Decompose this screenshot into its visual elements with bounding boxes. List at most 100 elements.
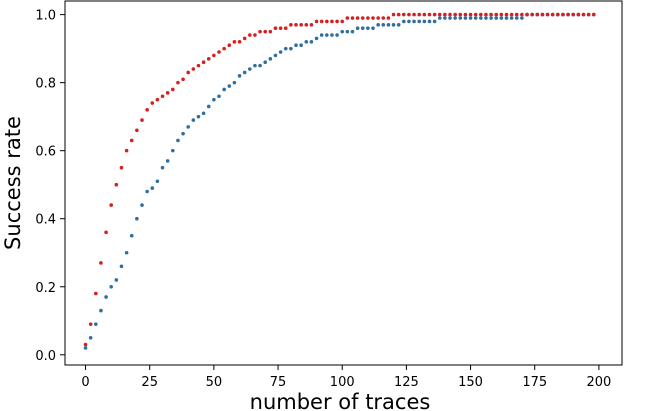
data-point <box>386 23 391 27</box>
data-point <box>340 19 345 24</box>
y-tick-label: 0.6 <box>35 145 56 160</box>
data-point <box>350 29 355 34</box>
data-point <box>309 23 314 27</box>
data-point <box>114 182 119 187</box>
data-point <box>145 189 149 194</box>
data-point <box>155 179 160 184</box>
data-point <box>124 250 129 255</box>
data-point <box>381 23 386 27</box>
data-point <box>171 87 175 92</box>
data-point <box>278 50 283 54</box>
data-point <box>196 114 201 119</box>
data-point <box>258 29 262 34</box>
series-2 <box>83 12 596 347</box>
data-point <box>119 165 124 170</box>
x-tick-label: 0 <box>81 375 89 390</box>
data-point <box>463 12 468 17</box>
data-point <box>176 80 180 85</box>
data-point <box>114 278 119 282</box>
data-point <box>484 12 488 17</box>
data-point <box>581 12 586 17</box>
data-point <box>345 29 350 34</box>
data-point <box>99 261 103 265</box>
data-point <box>437 12 442 17</box>
data-point <box>109 284 114 289</box>
data-point <box>150 101 155 105</box>
data-point <box>427 19 432 24</box>
data-point <box>540 12 545 17</box>
data-point <box>335 19 339 24</box>
data-point <box>99 308 103 313</box>
data-point <box>432 19 437 24</box>
data-point <box>299 23 303 27</box>
data-point <box>319 33 324 37</box>
data-point <box>396 12 401 17</box>
data-point <box>278 26 283 31</box>
data-point <box>104 295 108 299</box>
data-point <box>422 12 427 17</box>
data-point <box>448 12 452 17</box>
data-point <box>94 291 98 296</box>
data-point <box>473 16 478 20</box>
data-point <box>227 43 232 48</box>
data-point <box>104 230 108 235</box>
x-tick-label: 200 <box>586 375 611 390</box>
data-point <box>509 12 514 17</box>
data-point <box>422 19 427 24</box>
data-point <box>479 16 483 20</box>
data-point <box>119 264 124 269</box>
data-point <box>222 87 226 92</box>
data-point <box>212 97 216 102</box>
data-point <box>432 12 437 17</box>
data-point <box>206 104 211 109</box>
data-point <box>135 128 139 133</box>
data-point <box>294 23 298 27</box>
data-point <box>417 19 422 24</box>
data-point <box>499 12 504 17</box>
data-point <box>283 26 288 31</box>
data-point <box>242 70 247 75</box>
data-point <box>437 16 442 20</box>
data-point <box>191 118 196 122</box>
data-point <box>268 29 273 34</box>
x-tick-label: 75 <box>270 375 287 390</box>
data-point <box>191 67 196 71</box>
data-point <box>376 23 380 27</box>
data-point <box>304 40 309 44</box>
y-tick-label: 1.0 <box>35 9 56 24</box>
data-point <box>566 12 570 17</box>
data-point <box>458 12 463 17</box>
x-tick-label: 175 <box>522 375 547 390</box>
data-point <box>381 16 386 20</box>
data-point <box>468 16 473 20</box>
data-point <box>417 12 422 17</box>
data-point <box>376 16 380 20</box>
data-point <box>165 159 170 163</box>
data-point <box>355 26 360 31</box>
data-point <box>253 63 257 68</box>
y-tick-label: 0.2 <box>35 281 56 296</box>
data-point <box>463 16 468 20</box>
data-point <box>468 12 473 17</box>
data-point <box>504 16 509 20</box>
data-point <box>201 60 206 65</box>
data-point <box>489 16 493 20</box>
data-point <box>550 12 555 17</box>
data-point <box>289 46 293 51</box>
data-point <box>520 16 524 20</box>
data-point <box>391 23 396 27</box>
data-point <box>576 12 581 17</box>
data-point <box>289 23 293 27</box>
data-point <box>201 111 206 116</box>
data-point <box>273 26 278 31</box>
data-point <box>145 108 149 112</box>
data-point <box>129 233 134 238</box>
data-point <box>514 12 519 17</box>
data-point <box>509 16 514 20</box>
data-point <box>484 16 488 20</box>
data-point <box>222 46 226 51</box>
data-point <box>88 335 93 340</box>
data-point <box>171 148 175 153</box>
data-point <box>283 46 288 51</box>
data-marks <box>83 12 596 350</box>
